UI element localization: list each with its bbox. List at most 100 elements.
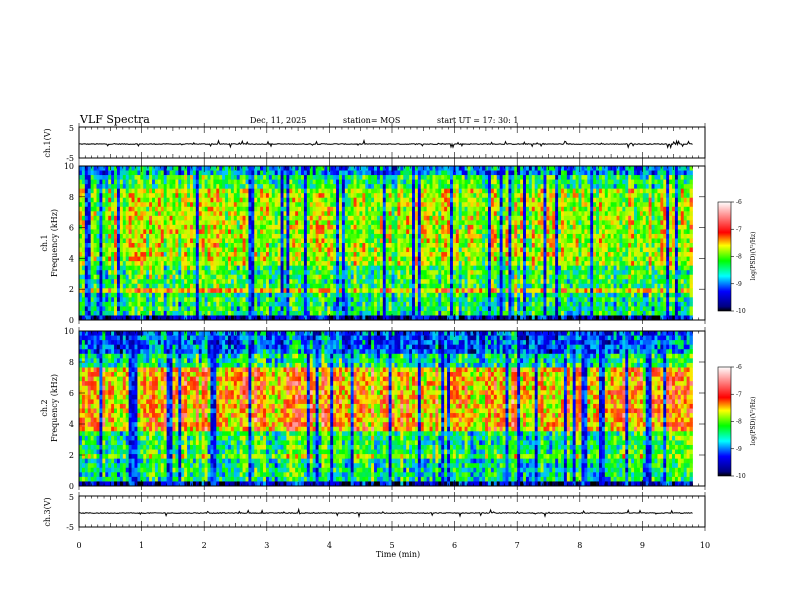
spec-cell	[137, 243, 141, 248]
spec-cell	[473, 243, 477, 248]
spec-cell	[330, 215, 334, 221]
spec-cell	[134, 252, 138, 257]
spec-cell	[201, 283, 206, 289]
spec-cell	[455, 211, 460, 217]
spec-cell	[131, 170, 135, 176]
spec-cell	[157, 274, 162, 280]
spec-cell	[108, 202, 112, 208]
spec-cell	[441, 211, 445, 217]
spec-cell	[263, 193, 267, 199]
spec-cell	[265, 301, 270, 307]
spec-cell	[336, 202, 340, 208]
spec-cell	[412, 188, 416, 194]
spec-cell	[207, 215, 211, 221]
spec-cell	[160, 283, 165, 289]
spec-cell	[341, 197, 346, 203]
spec-cell	[222, 279, 226, 285]
spec-cell	[306, 193, 311, 199]
spec-cell	[435, 283, 439, 289]
spec-cell	[458, 229, 463, 235]
spec-cell	[105, 279, 109, 285]
spec-cell	[198, 315, 203, 321]
spec-cell	[222, 292, 226, 298]
spec-cell	[172, 247, 176, 253]
spec-cell	[181, 184, 185, 190]
spec-cell	[438, 184, 442, 190]
spec-cell	[420, 206, 425, 212]
spec-cell	[324, 220, 328, 226]
spec-cell	[225, 315, 229, 321]
spec-cell	[137, 310, 141, 316]
spec-cell	[227, 193, 232, 199]
spec-cell	[359, 211, 363, 217]
spec-cell	[93, 243, 97, 248]
spec-cell	[125, 274, 130, 280]
spec-cell	[111, 310, 115, 316]
spec-cell	[187, 265, 191, 271]
spec-cell	[435, 315, 439, 321]
spec-cell	[134, 202, 138, 208]
spec-cell	[254, 175, 258, 180]
spec-cell	[143, 188, 147, 194]
spec-cell	[374, 224, 378, 230]
spec-cell	[207, 270, 211, 276]
spec-cell	[312, 288, 317, 294]
spec-cell	[102, 233, 106, 239]
spec-cell	[283, 193, 287, 199]
spec-cell	[79, 306, 83, 312]
spec-cell	[125, 310, 130, 316]
spec-cell	[479, 247, 483, 253]
spec-cell	[242, 297, 246, 303]
spec-cell	[216, 315, 220, 321]
spec-cell	[157, 247, 162, 253]
spec-cell	[426, 175, 430, 180]
spec-cell	[251, 243, 255, 248]
spec-cell	[236, 297, 241, 303]
spec-cell	[420, 233, 425, 239]
spec-cell	[149, 310, 153, 316]
spec-cell	[230, 238, 235, 244]
spec-cell	[146, 233, 150, 239]
spec-cell	[426, 306, 430, 312]
spec-cell	[339, 256, 343, 262]
spec-cell	[169, 261, 173, 267]
spec-cell	[403, 306, 407, 312]
spec-cell	[105, 270, 109, 276]
spec-cell	[114, 175, 118, 180]
spec-cell	[274, 279, 279, 285]
spec-cell	[350, 166, 354, 171]
spec-cell	[187, 270, 191, 276]
spec-cell	[187, 301, 191, 307]
spec-cell	[79, 211, 83, 217]
spec-cell	[154, 179, 159, 185]
spec-cell	[473, 306, 477, 312]
spec-cell	[470, 224, 474, 230]
spec-cell	[464, 270, 468, 276]
spec-cell	[339, 170, 343, 176]
spec-cell	[333, 243, 337, 248]
spec-cell	[166, 238, 170, 244]
spec-cell	[315, 179, 319, 185]
spec-cell	[245, 206, 249, 212]
spec-cell	[385, 206, 390, 212]
spec-cell	[213, 247, 217, 253]
spec-cell	[400, 315, 404, 321]
spec-cell	[166, 184, 170, 190]
spec-cell	[414, 175, 419, 180]
spec-cell	[166, 166, 170, 171]
spec-cell	[280, 243, 284, 248]
spec-cell	[207, 247, 211, 253]
spec-cell	[239, 193, 243, 199]
spec-cell	[172, 265, 176, 271]
spec-cell	[245, 310, 249, 316]
spec-cell	[406, 297, 410, 303]
spec-cell	[169, 224, 173, 230]
spec-cell	[242, 270, 246, 276]
spec-cell	[362, 166, 366, 171]
spec-cell	[84, 238, 89, 244]
spec-cell	[455, 243, 460, 248]
spec-cell	[277, 170, 281, 176]
spec-cell	[87, 297, 92, 303]
spec-cell	[359, 224, 363, 230]
spec-cell	[376, 193, 381, 199]
